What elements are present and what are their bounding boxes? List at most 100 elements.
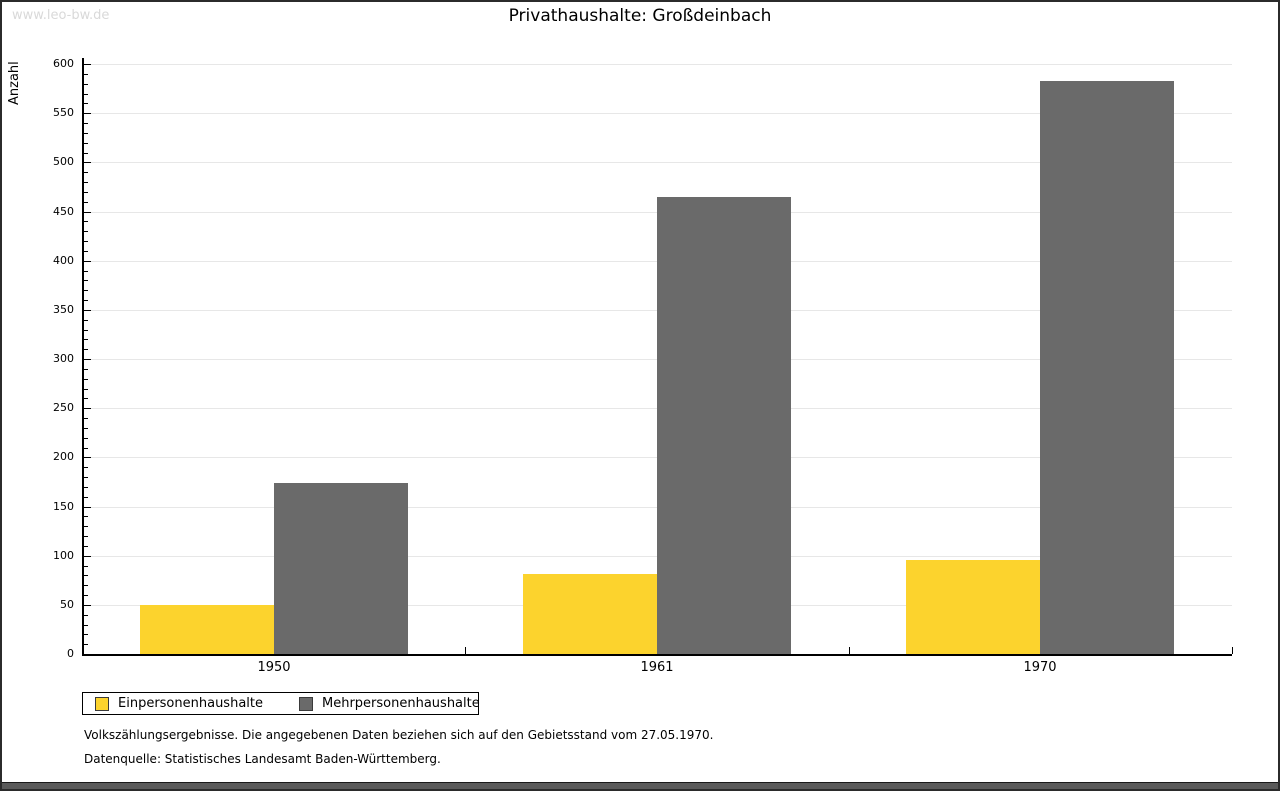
x-axis-category-label: 1961 bbox=[640, 660, 674, 675]
y-gridline bbox=[84, 162, 1232, 163]
y-minor-tick bbox=[84, 477, 88, 478]
y-minor-tick bbox=[84, 566, 88, 567]
y-minor-tick bbox=[84, 231, 88, 232]
y-minor-tick bbox=[84, 418, 88, 419]
y-major-tick bbox=[84, 162, 91, 163]
y-minor-tick bbox=[84, 320, 88, 321]
y-axis-tick-label: 0 bbox=[67, 647, 74, 660]
y-minor-tick bbox=[84, 448, 88, 449]
y-minor-tick bbox=[84, 290, 88, 291]
y-minor-tick bbox=[84, 615, 88, 616]
y-minor-tick bbox=[84, 271, 88, 272]
y-minor-tick bbox=[84, 379, 88, 380]
bar-einpersonenhaushalte-1970 bbox=[906, 560, 1040, 654]
y-axis-tick-label: 350 bbox=[53, 303, 74, 316]
y-minor-tick bbox=[84, 595, 88, 596]
y-axis-tick-label: 100 bbox=[53, 549, 74, 562]
y-axis-tick-label: 500 bbox=[53, 155, 74, 168]
y-major-tick bbox=[84, 261, 91, 262]
y-axis-tick-label: 300 bbox=[53, 352, 74, 365]
y-minor-tick bbox=[84, 575, 88, 576]
y-major-tick bbox=[84, 212, 91, 213]
y-minor-tick bbox=[84, 251, 88, 252]
x-axis-line bbox=[82, 654, 1232, 656]
chart-title: Privathaushalte: Großdeinbach bbox=[508, 6, 772, 26]
y-minor-tick bbox=[84, 349, 88, 350]
bottom-border-bar bbox=[2, 782, 1278, 789]
y-major-tick bbox=[84, 507, 91, 508]
y-minor-tick bbox=[84, 487, 88, 488]
legend-box: Einpersonenhaushalte Mehrpersonenhaushal… bbox=[82, 692, 480, 715]
y-minor-tick bbox=[84, 625, 88, 626]
bar-mehrpersonenhaushalte-1970 bbox=[1040, 81, 1174, 654]
y-minor-tick bbox=[84, 526, 88, 527]
y-major-tick bbox=[84, 113, 91, 114]
y-gridline bbox=[84, 113, 1232, 114]
y-major-tick bbox=[84, 605, 91, 606]
y-axis-tick-label: 150 bbox=[53, 500, 74, 513]
y-axis-tick-label: 600 bbox=[53, 57, 74, 70]
y-major-tick bbox=[84, 64, 91, 65]
x-boundary-tick bbox=[849, 647, 850, 654]
y-minor-tick bbox=[84, 330, 88, 331]
y-minor-tick bbox=[84, 182, 88, 183]
y-minor-tick bbox=[84, 369, 88, 370]
y-minor-tick bbox=[84, 644, 88, 645]
y-minor-tick bbox=[84, 546, 88, 547]
legend-label: Mehrpersonenhaushalte bbox=[322, 696, 480, 711]
y-major-tick bbox=[84, 556, 91, 557]
y-minor-tick bbox=[84, 94, 88, 95]
legend-item-mehrpersonenhaushalte: Mehrpersonenhaushalte bbox=[299, 696, 480, 711]
bar-mehrpersonenhaushalte-1950 bbox=[274, 483, 408, 654]
legend-swatch-yellow bbox=[95, 696, 109, 711]
y-minor-tick bbox=[84, 221, 88, 222]
watermark-text: www.leo-bw.de bbox=[12, 8, 110, 23]
y-minor-tick bbox=[84, 536, 88, 537]
y-minor-tick bbox=[84, 428, 88, 429]
y-minor-tick bbox=[84, 84, 88, 85]
y-minor-tick bbox=[84, 172, 88, 173]
x-boundary-tick bbox=[1232, 647, 1233, 654]
y-minor-tick bbox=[84, 192, 88, 193]
legend-swatch-gray bbox=[299, 696, 313, 711]
y-minor-tick bbox=[84, 202, 88, 203]
y-major-tick bbox=[84, 408, 91, 409]
footer-source-note: Volkszählungsergebnisse. Die angegebenen… bbox=[84, 728, 714, 742]
y-major-tick bbox=[84, 310, 91, 311]
y-minor-tick bbox=[84, 74, 88, 75]
y-minor-tick bbox=[84, 516, 88, 517]
footer-data-source: Datenquelle: Statistisches Landesamt Bad… bbox=[84, 752, 441, 766]
y-minor-tick bbox=[84, 123, 88, 124]
y-major-tick bbox=[84, 359, 91, 360]
legend-label: Einpersonenhaushalte bbox=[118, 696, 263, 711]
y-minor-tick bbox=[84, 389, 88, 390]
x-axis-category-label: 1970 bbox=[1023, 660, 1057, 675]
legend-item-einpersonenhaushalte: Einpersonenhaushalte bbox=[95, 696, 263, 711]
y-minor-tick bbox=[84, 300, 88, 301]
y-minor-tick bbox=[84, 497, 88, 498]
y-minor-tick bbox=[84, 634, 88, 635]
y-axis-line bbox=[82, 58, 84, 656]
bar-mehrpersonenhaushalte-1961 bbox=[657, 197, 791, 654]
x-axis-category-label: 1950 bbox=[257, 660, 291, 675]
y-minor-tick bbox=[84, 467, 88, 468]
y-axis-tick-label: 250 bbox=[53, 401, 74, 414]
y-minor-tick bbox=[84, 133, 88, 134]
y-minor-tick bbox=[84, 153, 88, 154]
bar-einpersonenhaushalte-1961 bbox=[523, 574, 657, 654]
y-minor-tick bbox=[84, 438, 88, 439]
y-axis-title: Anzahl bbox=[7, 61, 22, 105]
y-minor-tick bbox=[84, 241, 88, 242]
y-axis-tick-label: 450 bbox=[53, 205, 74, 218]
y-axis-tick-label: 550 bbox=[53, 106, 74, 119]
y-major-tick bbox=[84, 457, 91, 458]
y-axis-tick-label: 50 bbox=[60, 598, 74, 611]
y-axis-tick-label: 200 bbox=[53, 450, 74, 463]
x-boundary-tick bbox=[465, 647, 466, 654]
y-minor-tick bbox=[84, 143, 88, 144]
y-gridline bbox=[84, 64, 1232, 65]
y-minor-tick bbox=[84, 103, 88, 104]
y-minor-tick bbox=[84, 585, 88, 586]
y-minor-tick bbox=[84, 280, 88, 281]
